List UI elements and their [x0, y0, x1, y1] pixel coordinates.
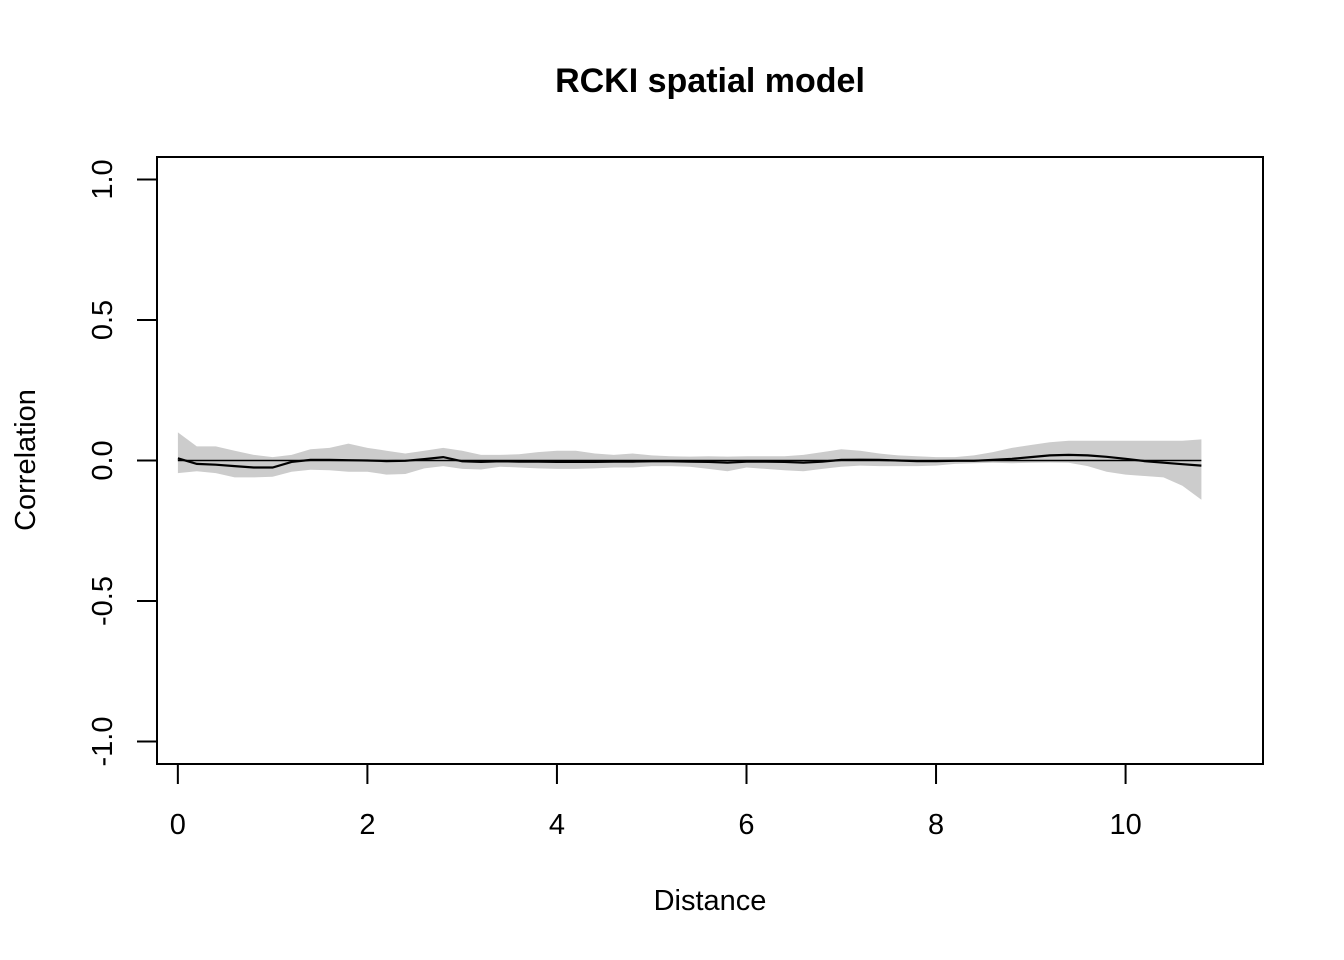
chart-title: RCKI spatial model	[555, 62, 865, 100]
y-tick-label: 0.5	[87, 300, 119, 340]
x-tick-label: 10	[1109, 809, 1141, 841]
x-tick-label: 8	[928, 809, 944, 841]
y-tick-label: 1.0	[87, 159, 119, 199]
plot-area	[177, 432, 1202, 500]
x-tick-label: 0	[170, 809, 186, 841]
y-tick-label: -0.5	[87, 576, 119, 626]
x-tick-label: 6	[738, 809, 754, 841]
correlation-line	[177, 453, 1202, 469]
y-tick-label: -1.0	[87, 717, 119, 767]
y-tick-label: 0.0	[87, 440, 119, 480]
x-tick-label: 2	[359, 809, 375, 841]
y-axis: -1.0 -0.5 0.0 0.5 1.0	[87, 159, 158, 767]
y-axis-label: Correlation	[10, 389, 42, 531]
confidence-band	[177, 432, 1202, 500]
x-tick-label: 4	[549, 809, 565, 841]
x-axis: 0 2 4 6 8 10	[170, 763, 1142, 841]
x-axis-label: Distance	[654, 885, 767, 917]
